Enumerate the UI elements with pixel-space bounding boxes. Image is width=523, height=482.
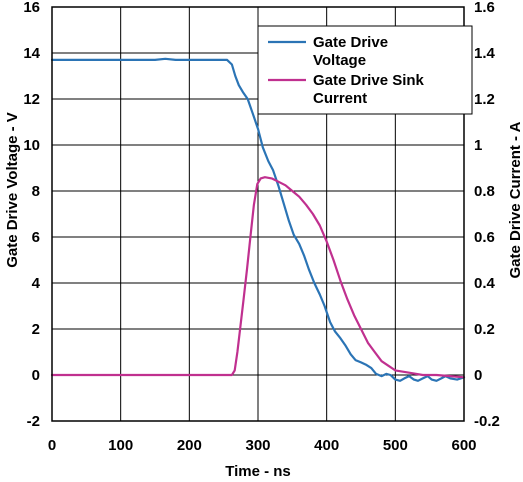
series-line-gate-drive-voltage [50,57,466,382]
x-tick-label: 200 [177,437,202,454]
y-right-tick-label: 1.2 [474,91,495,108]
legend-box [257,25,473,115]
x-tick-label: 100 [108,437,133,454]
y-left-tick-label: 4 [32,275,41,292]
y-right-tick-label: 0.4 [474,275,496,292]
legend: Gate Drive Voltage Gate Drive Sink Current [257,25,473,115]
legend-label-gate-drive-voltage: Gate Drive Voltage [313,34,388,69]
y-right-tick-label: 0.8 [474,183,495,200]
x-axis-label: Time - ns [225,463,291,480]
series-line-gate-drive-sink-current [50,176,466,379]
x-tick-label: 500 [383,437,408,454]
y-right-tick-label: 0.2 [474,321,495,338]
series-lines [50,57,466,382]
y-left-tick-label: 12 [23,91,40,108]
y-left-axis-label: Gate Drive Voltage - V [4,112,21,268]
legend-label-gate-drive-sink-current: Gate Drive Sink Current [313,72,425,107]
x-tick-label: 400 [314,437,339,454]
x-tick-label: 0 [48,437,56,454]
y-right-axis-label: Gate Drive Current - A [507,121,523,278]
y-right-tick-label: 0.6 [474,229,495,246]
y-right-tick-label: 1.4 [474,45,496,62]
y-right-tick-label: -0.2 [474,413,500,430]
y-left-tick-label: 8 [32,183,40,200]
y-left-tick-label: 2 [32,321,40,338]
y-right-tick-label: 1.6 [474,0,495,16]
y-left-tick-labels: -2 0 2 4 6 8 10 12 14 16 [23,0,40,430]
plot-frame [51,6,465,422]
y-left-tick-label: 14 [23,45,40,62]
x-tick-label: 600 [451,437,476,454]
y-left-tick-label: -2 [27,413,40,430]
y-left-tick-label: 0 [32,367,40,384]
y-left-tick-label: 10 [23,137,40,154]
x-tick-labels: 0 100 200 300 400 500 600 [48,437,477,454]
y-left-tick-label: 6 [32,229,40,246]
y-right-tick-label: 1 [474,137,482,154]
x-tick-label: 300 [245,437,270,454]
y-left-tick-label: 16 [23,0,40,16]
y-right-tick-label: 0 [474,367,482,384]
y-right-tick-labels: -0.2 0 0.2 0.4 0.6 0.8 1 1.2 1.4 1.6 [474,0,500,430]
